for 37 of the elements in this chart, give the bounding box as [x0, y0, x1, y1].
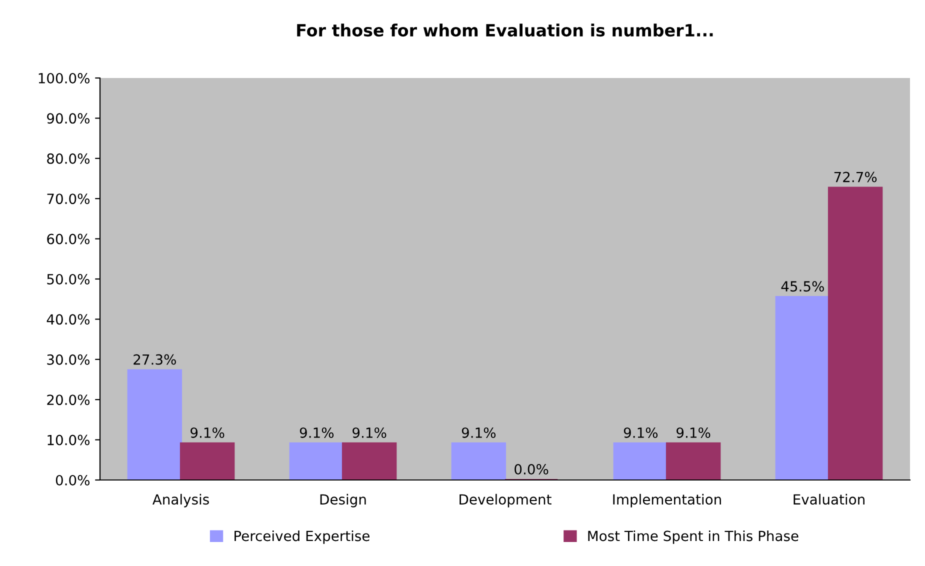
y-tick-label: 20.0% — [47, 394, 90, 406]
data-label: 9.1% — [190, 427, 224, 438]
y-tick-label: 90.0% — [47, 113, 90, 124]
y-tick-label: 40.0% — [46, 314, 90, 325]
bar — [828, 186, 883, 480]
y-tick-label: 10.0% — [48, 434, 90, 446]
data-label: 9.1% — [352, 427, 386, 438]
x-tick-label: Evaluation — [794, 494, 864, 505]
bar — [613, 442, 668, 480]
y-tick-label: 50.0% — [47, 274, 90, 284]
x-tick-label: Development — [460, 494, 552, 508]
legend-label: Perceived Expertise — [234, 530, 370, 544]
y-tick-label: 60.0% — [47, 234, 90, 244]
data-label: 9.1% — [676, 427, 710, 438]
y-tick-label: 70.0% — [47, 194, 90, 204]
data-label: 45.5% — [781, 281, 824, 292]
bar — [289, 442, 344, 480]
bar — [451, 442, 506, 480]
data-label: 9.1% — [300, 427, 334, 438]
bar — [180, 442, 235, 480]
y-tick-label: 100.0% — [38, 72, 90, 84]
x-tick-label: Implementation — [613, 494, 721, 508]
data-label: 72.7% — [834, 172, 877, 182]
y-tick-label: 30.0% — [47, 354, 90, 365]
data-label: 27.3% — [134, 354, 176, 365]
data-label: 0.0% — [514, 464, 548, 475]
bar — [127, 369, 182, 480]
data-label: 9.1% — [462, 427, 496, 438]
y-tick-label: 0.0% — [56, 474, 90, 486]
x-tick-label: Design — [320, 494, 366, 508]
data-label: 9.1% — [624, 427, 658, 438]
y-tick-label: 80.0% — [47, 153, 90, 164]
bar — [666, 442, 721, 480]
chart-title: For those for whom Evaluation is number1... — [297, 24, 713, 37]
bar — [342, 442, 397, 480]
legend-label: Most Time Spent in This Phase — [588, 530, 798, 544]
x-tick-label: Analysis — [152, 494, 209, 508]
